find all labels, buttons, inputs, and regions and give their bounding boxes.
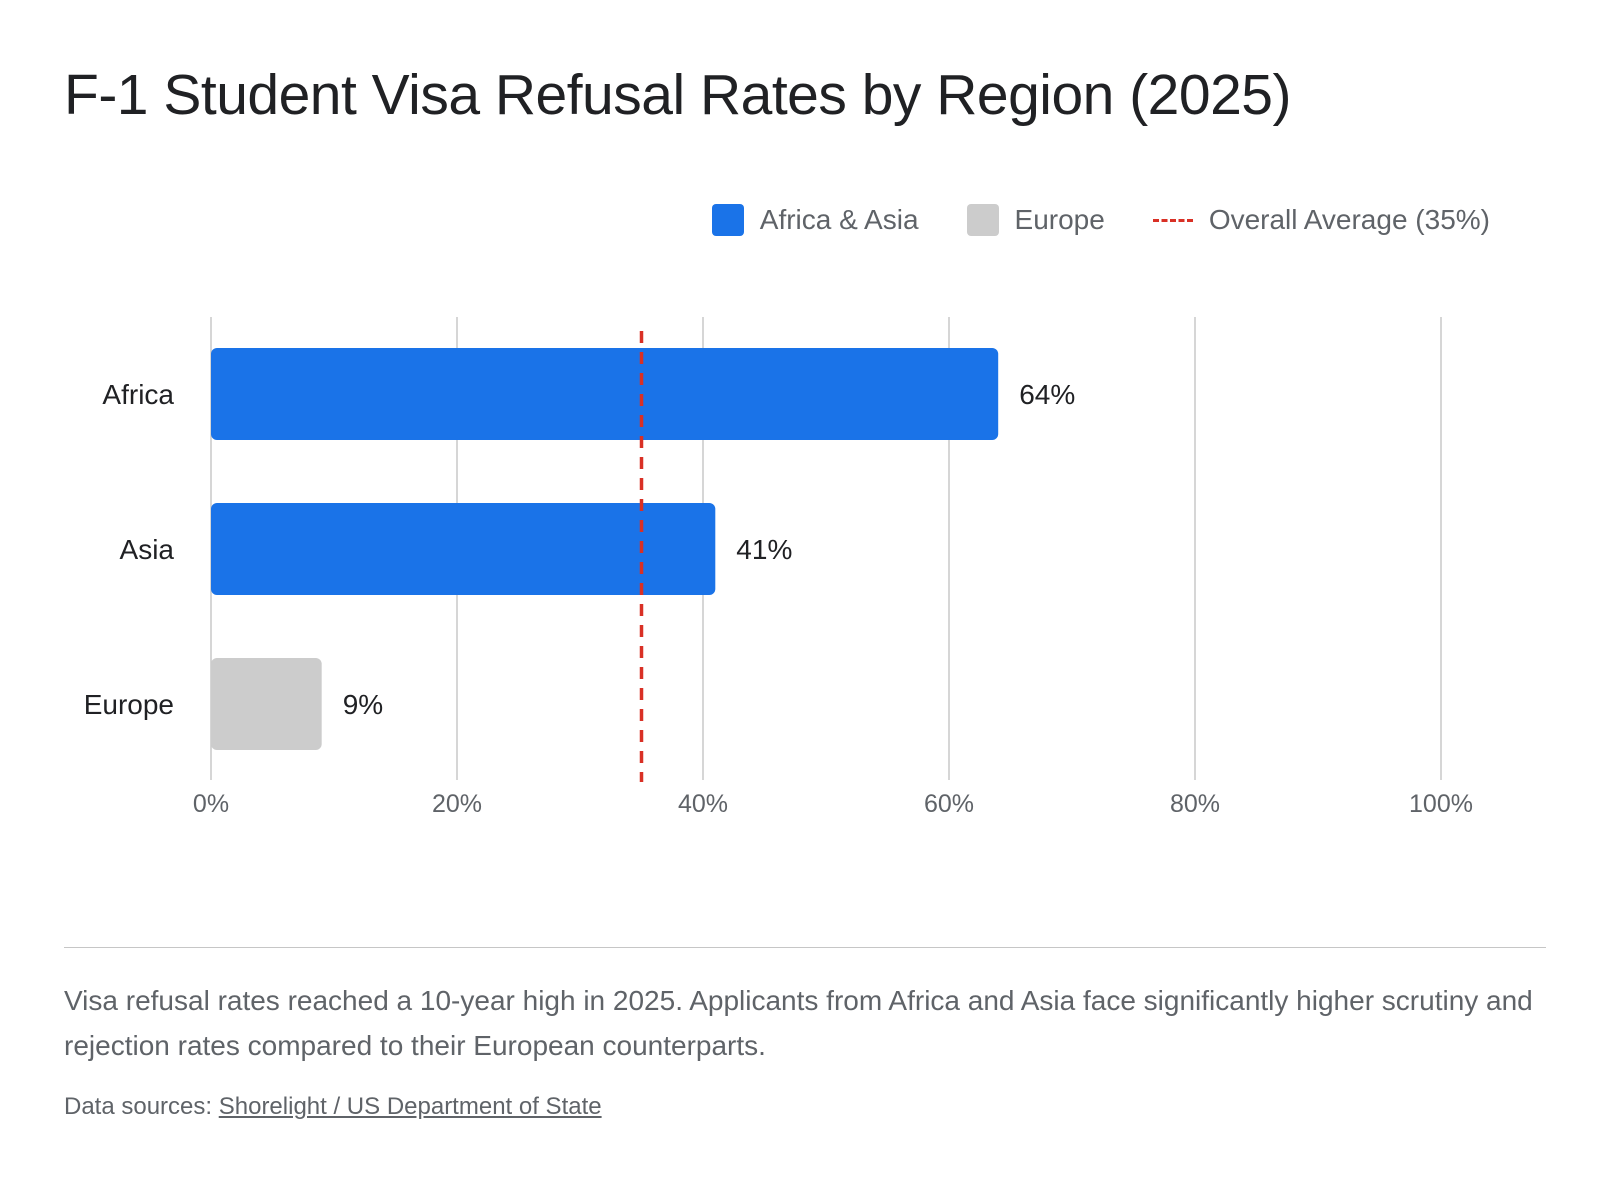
legend-swatch-overall-average [1152, 218, 1193, 222]
bar-chart: 0% 20% 40% 60% 80% 100% Africa 64% Asia 41% Europe… [0, 290, 1600, 825]
legend-label-overall-average: Overall Average (35%) [1208, 204, 1490, 235]
value-label-asia: 41% [736, 534, 792, 565]
chart-legend: Africa & Asia Europe Overall Average (35… [711, 204, 1490, 236]
data-sources: Data sources: Shorelight / US Department… [64, 1093, 602, 1121]
bar-chart-svg: 0% 20% 40% 60% 80% 100% Africa 64% Asia 41% Europe… [84, 317, 1473, 818]
bars [211, 348, 999, 750]
chart-title: F-1 Student Visa Refusal Rates by Region… [64, 63, 1291, 127]
labels: 0% 20% 40% 60% 80% 100% Africa 64% Asia 41% Europe… [84, 379, 1473, 818]
bar-asia [211, 503, 716, 595]
legend-swatch-africa-asia [711, 204, 744, 236]
sources-link[interactable]: Shorelight / US Department of State [218, 1093, 602, 1120]
x-tick-label-80: 80% [1170, 790, 1220, 818]
legend-swatch-europe [966, 204, 999, 236]
value-label-africa: 64% [1019, 379, 1075, 410]
legend-label-africa-asia: Africa & Asia [759, 204, 919, 235]
legend-item-overall-average: Overall Average (35%) [1152, 204, 1490, 236]
x-tick-label-100: 100% [1409, 790, 1473, 818]
x-tick-label-0: 0% [193, 790, 229, 818]
x-tick-label-40: 40% [678, 790, 728, 818]
chart-description: Visa refusal rates reached a 10-year hig… [64, 985, 1533, 1061]
legend-item-africa-asia: Africa & Asia [711, 204, 919, 236]
x-tick-label-20: 20% [432, 790, 482, 818]
sources-prefix: Data sources: [64, 1093, 219, 1120]
value-label-europe: 9% [343, 689, 383, 720]
bar-africa [211, 348, 999, 440]
bar-europe [211, 658, 322, 750]
category-label-asia: Asia [120, 534, 175, 565]
category-label-europe: Europe [84, 689, 174, 720]
divider [64, 947, 1546, 948]
category-label-africa: Africa [102, 379, 174, 410]
x-tick-label-60: 60% [924, 790, 974, 818]
legend-label-europe: Europe [1014, 204, 1105, 235]
legend-item-europe: Europe [966, 204, 1105, 236]
